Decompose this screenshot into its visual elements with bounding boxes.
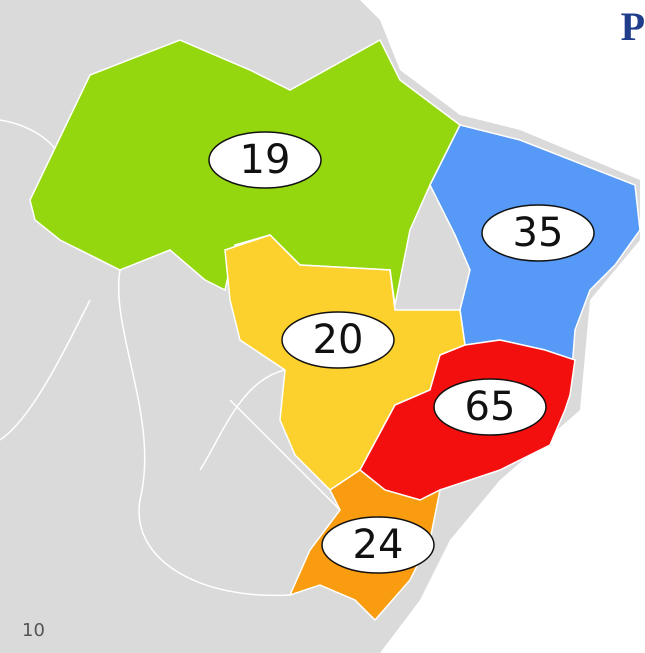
label-bubble bbox=[433, 378, 547, 436]
region-label: 20 bbox=[313, 317, 364, 363]
ocean bbox=[360, 0, 645, 653]
label-bubble bbox=[208, 131, 322, 189]
region-label: 19 bbox=[240, 137, 291, 183]
region-label: 65 bbox=[465, 384, 516, 430]
page-number: 10 bbox=[22, 620, 45, 641]
label-bubble bbox=[321, 516, 435, 574]
logo: P bbox=[621, 4, 645, 49]
label-bubble bbox=[281, 311, 395, 369]
region-label: 24 bbox=[353, 522, 404, 568]
region-label: 35 bbox=[513, 210, 564, 256]
label-bubble bbox=[481, 204, 595, 262]
